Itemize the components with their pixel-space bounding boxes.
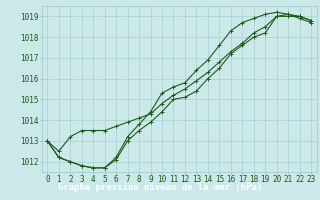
Text: Graphe pression niveau de la mer (hPa): Graphe pression niveau de la mer (hPa) bbox=[58, 182, 262, 192]
